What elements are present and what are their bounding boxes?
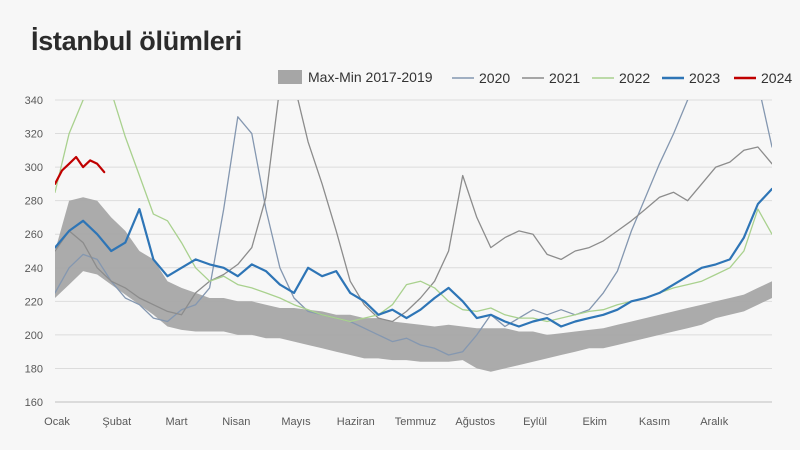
legend-label-band: Max-Min 2017-2019: [308, 69, 433, 85]
x-tick-label: Temmuz: [395, 416, 437, 428]
plot-area: [55, 100, 772, 372]
x-tick-label: Eylül: [523, 416, 547, 428]
x-tick-label: Kasım: [639, 416, 670, 428]
x-tick-label: Aralık: [700, 416, 729, 428]
series-line-2021: [55, 100, 772, 323]
y-tick-label: 180: [25, 363, 43, 375]
x-tick-label: Mayıs: [281, 416, 311, 428]
x-tick-label: Ocak: [44, 416, 70, 428]
y-tick-label: 320: [25, 129, 43, 141]
x-tick-label: Mart: [166, 416, 188, 428]
y-tick-label: 340: [25, 95, 43, 107]
band-area: [55, 197, 772, 372]
x-tick-label: Haziran: [337, 416, 375, 428]
x-tick-label: Ağustos: [455, 416, 495, 428]
legend-swatch-band: [278, 70, 302, 84]
series-line-2024: [55, 155, 106, 185]
series-line-2023: [55, 187, 772, 328]
series-line-2020: [55, 100, 772, 356]
y-tick-label: 280: [25, 196, 43, 208]
y-tick-label: 160: [25, 397, 43, 409]
x-tick-label: Ekim: [583, 416, 607, 428]
y-tick-label: 300: [25, 162, 43, 174]
y-tick-label: 220: [25, 296, 43, 308]
legend-label-2023: 2023: [689, 70, 720, 86]
y-tick-label: 260: [25, 229, 43, 241]
y-tick-label: 240: [25, 263, 43, 275]
legend-label-2022: 2022: [619, 70, 650, 86]
x-tick-label: Nisan: [222, 416, 250, 428]
legend-label-2020: 2020: [479, 70, 510, 86]
x-tick-label: Şubat: [102, 416, 131, 428]
chart-title: İstanbul ölümleri: [31, 26, 242, 56]
y-tick-label: 200: [25, 330, 43, 342]
legend-label-2021: 2021: [549, 70, 580, 86]
legend-label-2024: 2024: [761, 70, 792, 86]
